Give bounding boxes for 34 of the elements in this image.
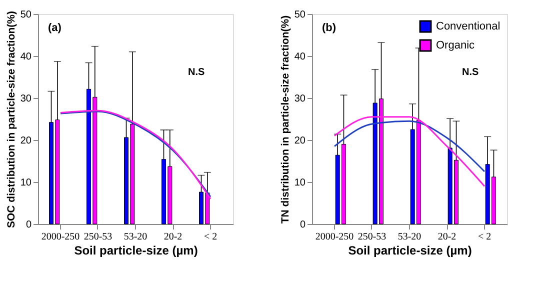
x-tick-label: 53-20	[398, 232, 422, 242]
x-tick-label: 20-2	[438, 232, 456, 242]
y-tick-label: 0	[300, 220, 306, 230]
y-tick-label: 40	[20, 52, 32, 62]
y-tick-label: 0	[26, 220, 32, 230]
y-tick-label: 30	[20, 94, 32, 104]
y-tick-label: 30	[294, 94, 306, 104]
y-axis-title: SOC distribution in particle-size fraction(%)	[5, 10, 18, 228]
y-tick-label: 20	[294, 136, 306, 146]
line-series	[334, 116, 486, 187]
annotation: N.S	[188, 67, 205, 78]
y-tick-label: 10	[294, 178, 306, 188]
y-tick-label: 20	[20, 136, 32, 146]
y-tick-label: 40	[294, 52, 306, 62]
y-tick-label: 50	[294, 10, 306, 20]
x-tick-label: < 2	[204, 232, 218, 242]
annotation: (a)	[48, 22, 62, 34]
line-series	[334, 120, 486, 172]
annotation: (b)	[322, 22, 336, 34]
x-tick-label: 2000-250	[315, 232, 354, 242]
annotation: N.S	[462, 67, 479, 78]
x-axis-title: Soil particle-size (µm)	[74, 244, 198, 258]
x-tick-label: 2000-250	[41, 232, 80, 242]
y-tick-label: 50	[20, 10, 32, 20]
x-tick-label: < 2	[478, 232, 492, 242]
y-tick-label: 10	[20, 178, 32, 188]
y-axis-title: TN distribution in particle-size fraction(%)	[279, 15, 292, 224]
x-tick-label: 53-20	[124, 232, 148, 242]
legend-label: Conventional	[436, 20, 500, 32]
x-tick-label: 20-2	[164, 232, 182, 242]
x-tick-label: 250-53	[84, 232, 112, 242]
x-axis-title: Soil particle-size (µm)	[348, 244, 472, 258]
x-tick-label: 250-53	[358, 232, 386, 242]
legend-label: Organic	[436, 40, 476, 52]
